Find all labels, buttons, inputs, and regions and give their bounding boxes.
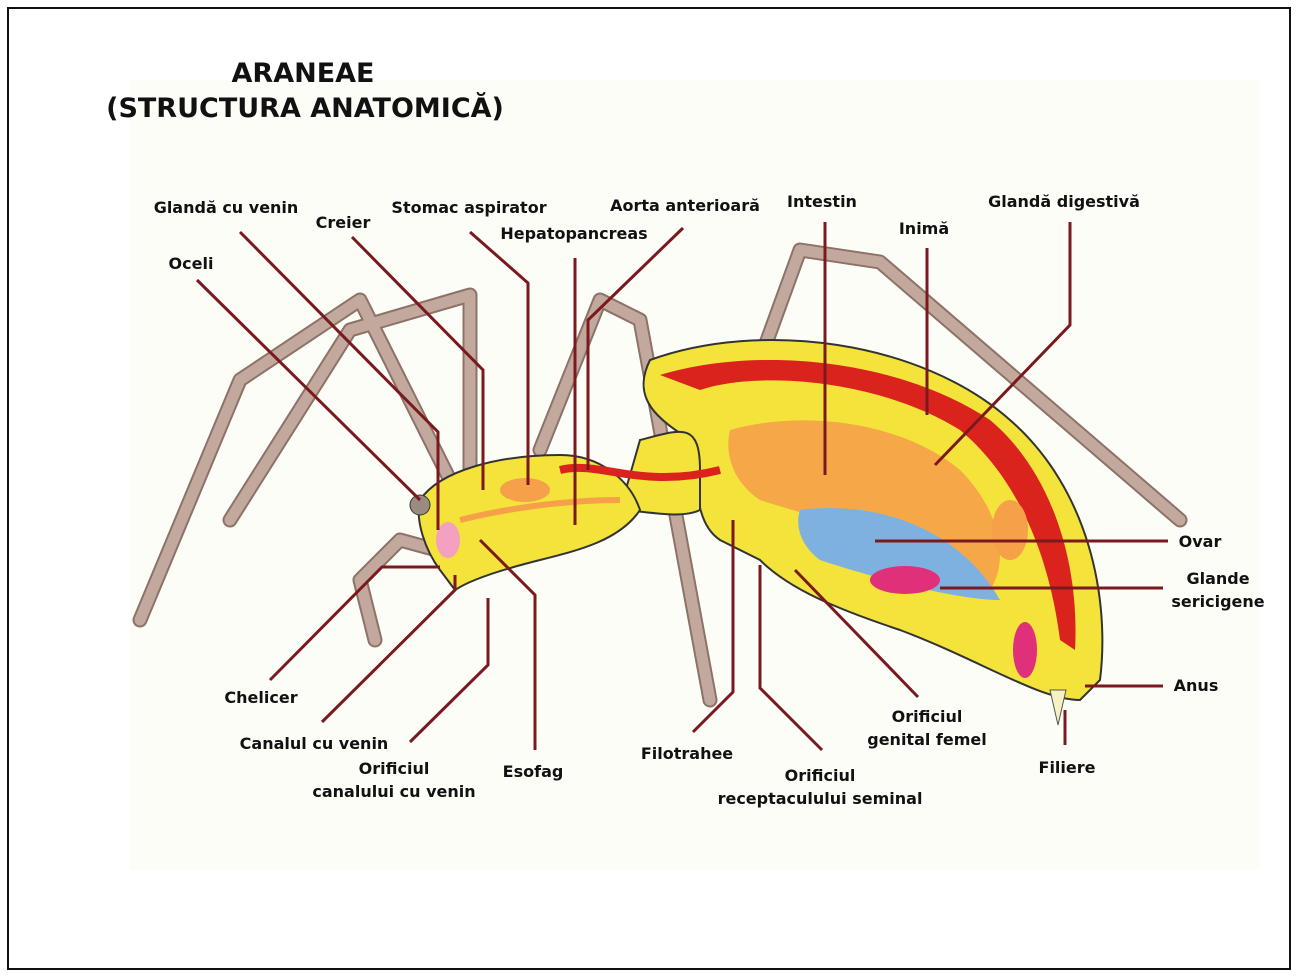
label-canalul-cu-venin: Canalul cu venin — [239, 734, 389, 753]
label-chelicer: Chelicer — [224, 688, 298, 707]
label-line: Glande — [1186, 569, 1250, 588]
leader-lines — [195, 222, 1168, 752]
label-ovar: Ovar — [1178, 532, 1222, 551]
label-filotrahee: Filotrahee — [640, 744, 734, 763]
line-creier — [350, 235, 485, 490]
label-line: sericigene — [1171, 592, 1265, 611]
label-line: Orificiul — [358, 759, 430, 778]
line-esofag — [478, 538, 537, 750]
label-creier: Creier — [315, 213, 371, 232]
label-anus: Anus — [1173, 676, 1219, 695]
label-hepatopancreas: Hepatopancreas — [500, 224, 648, 243]
label-filiere: Filiere — [1038, 758, 1096, 777]
title-line-2: (STRUCTURA ANATOMICĂ) — [106, 93, 504, 124]
label-oceli: Oceli — [168, 254, 214, 273]
label-line: genital femel — [867, 730, 987, 749]
label-orificiul-receptaculului-seminal: Orificiul receptaculului seminal — [718, 764, 923, 810]
line-chelicer — [268, 565, 440, 682]
label-line: Orificiul — [784, 766, 856, 785]
line-orificiul-genital — [793, 568, 920, 699]
line-canalul-venin — [320, 575, 457, 724]
label-line: Orificiul — [891, 707, 963, 726]
label-intestin: Intestin — [787, 192, 857, 211]
label-orificiul-genital-femel: Orificiul genital femel — [867, 705, 987, 751]
label-glanda-digestiva: Glandă digestivă — [988, 192, 1140, 211]
line-aorta — [586, 226, 685, 470]
line-glanda-venin — [238, 230, 440, 530]
line-glanda-digestiva — [933, 222, 1072, 467]
label-line: receptaculului seminal — [717, 789, 923, 808]
label-esofag: Esofag — [502, 762, 564, 781]
image-border — [7, 7, 1291, 970]
line-orificiul-receptacul — [758, 565, 824, 752]
label-glande-sericigene: Glande sericigene — [1171, 567, 1264, 613]
label-aorta-anterioara: Aorta anterioară — [610, 196, 760, 215]
line-oceli — [195, 278, 422, 502]
legs — [132, 242, 1188, 708]
label-line: canalului cu venin — [312, 782, 476, 801]
title-line-1: ARANEAE — [231, 58, 375, 89]
line-stomac — [469, 230, 530, 485]
line-filotrahee — [691, 520, 735, 734]
label-glanda-venin: Glandă cu venin — [153, 198, 299, 217]
line-orificiul-canal — [408, 598, 490, 744]
label-inima: Inimă — [898, 219, 950, 238]
label-stomac-aspirator: Stomac aspirator — [391, 198, 547, 217]
label-orificiul-canalului-cu-venin: Orificiul canalului cu venin — [312, 757, 475, 803]
abdomen — [642, 339, 1104, 726]
